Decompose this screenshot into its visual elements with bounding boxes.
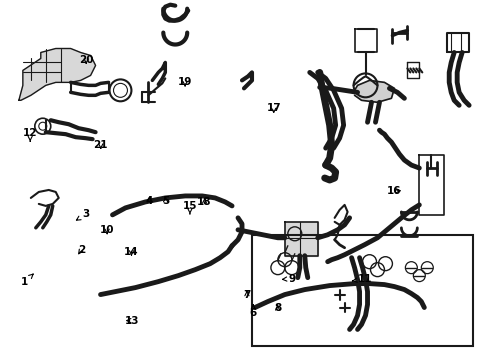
Text: 10: 10 (100, 225, 114, 235)
Text: 5: 5 (162, 196, 169, 206)
Bar (251, 235, 472, 346)
Text: 13: 13 (125, 316, 140, 325)
Text: 16: 16 (386, 186, 401, 196)
Polygon shape (19, 49, 95, 100)
Text: 9: 9 (282, 274, 295, 284)
Text: 8: 8 (273, 303, 281, 314)
Text: 1: 1 (20, 274, 33, 287)
Text: 15: 15 (183, 201, 197, 214)
Text: 18: 18 (197, 197, 211, 207)
Text: 14: 14 (124, 247, 139, 257)
Polygon shape (285, 222, 317, 256)
Polygon shape (354, 80, 394, 102)
Text: 7: 7 (243, 290, 250, 300)
Text: 3: 3 (76, 209, 90, 220)
Text: 6: 6 (249, 305, 256, 318)
Text: 12: 12 (23, 129, 38, 141)
Text: 21: 21 (93, 140, 108, 150)
Text: 4: 4 (145, 196, 153, 206)
Text: 2: 2 (78, 245, 85, 255)
Text: 11: 11 (352, 274, 372, 284)
Text: 17: 17 (266, 103, 281, 113)
Text: 20: 20 (79, 55, 93, 65)
Text: 19: 19 (178, 77, 192, 87)
